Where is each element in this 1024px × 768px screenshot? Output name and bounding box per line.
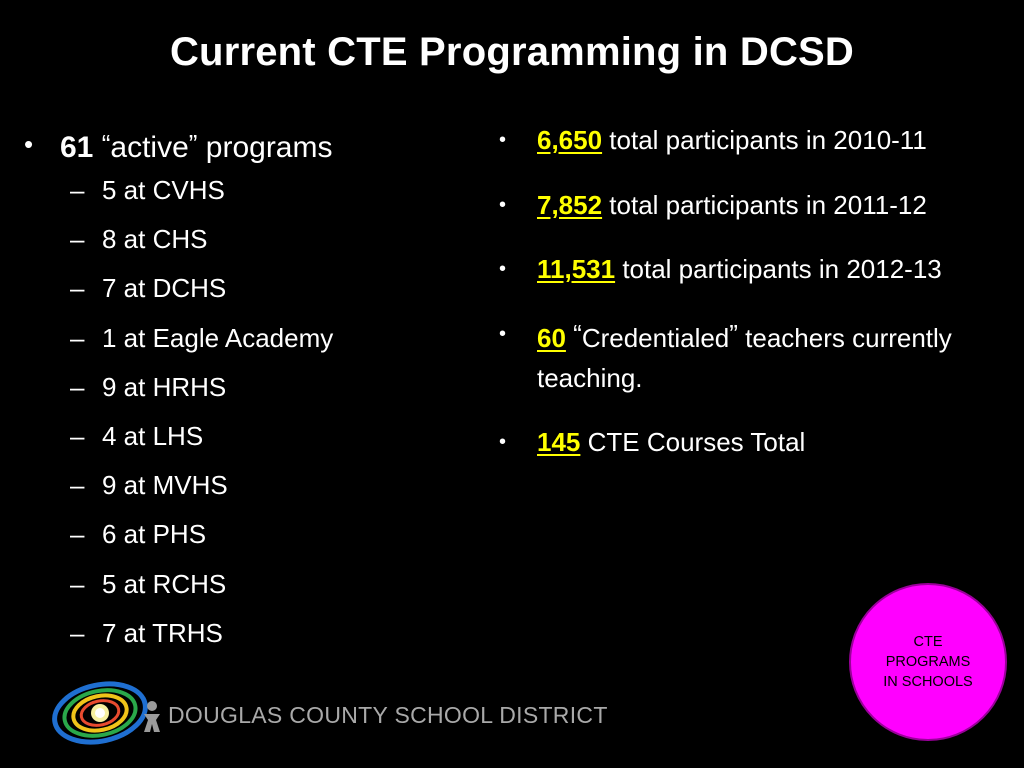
school-item-text: 4 at LHS	[102, 420, 204, 451]
open-quote: “	[101, 129, 111, 159]
close-quote: ”	[188, 129, 198, 159]
dash-icon: –	[70, 322, 85, 353]
bullet-icon: •	[499, 431, 507, 453]
bullet-icon: •	[499, 129, 507, 151]
stat-quoted-word: Credentialed	[581, 322, 730, 353]
list-item: –9 at HRHS	[22, 363, 462, 412]
stat-value: 7,852	[537, 189, 603, 220]
globe-swirl-icon	[52, 681, 148, 745]
open-quote: “	[573, 318, 582, 349]
list-item: –1 at Eagle Academy	[22, 314, 462, 363]
cte-programs-badge: CTE PROGRAMS IN SCHOOLS	[849, 583, 1007, 741]
list-item: • 60 “Credentialed” teachers currently t…	[497, 314, 1002, 398]
participation-stats-list: • 6,650 total participants in 2010-11 • …	[497, 120, 1002, 487]
list-item: –7 at DCHS	[22, 264, 462, 313]
list-item: • 7,852 total participants in 2011-12	[497, 185, 1002, 225]
list-item: • 11,531 total participants in 2012-13	[497, 249, 1002, 289]
bullet-icon: •	[499, 258, 507, 280]
stat-text: total participants in 2010-11	[602, 125, 927, 155]
dash-icon: –	[70, 470, 85, 501]
programs-count: 61	[60, 131, 94, 164]
school-item-text: 7 at DCHS	[102, 273, 227, 304]
close-quote: ”	[729, 318, 738, 349]
badge-text: CTE PROGRAMS IN SCHOOLS	[873, 632, 983, 692]
stat-value: 60	[537, 322, 566, 353]
dash-icon: –	[70, 420, 85, 451]
dash-icon: –	[70, 273, 85, 304]
stat-value: 145	[537, 427, 581, 457]
stat-value: 11,531	[537, 254, 616, 284]
district-name: DOUGLAS COUNTY SCHOOL DISTRICT	[168, 702, 608, 728]
programs-suffix: programs	[197, 131, 333, 164]
badge-line-3: IN SCHOOLS	[883, 674, 973, 690]
dash-icon: –	[70, 175, 85, 205]
list-item: –9 at MVHS	[22, 461, 462, 510]
person-icon	[144, 701, 160, 732]
list-item: –4 at LHS	[22, 412, 462, 461]
dash-icon: –	[70, 519, 85, 550]
dash-icon: –	[70, 617, 85, 648]
stat-text: total participants in 2012-13	[615, 254, 942, 284]
programs-total-item: • 61 “active” programs	[22, 122, 462, 166]
stat-text: teachers currently teaching.	[537, 322, 952, 393]
school-item-text: 8 at CHS	[102, 224, 208, 255]
list-item: –7 at TRHS	[22, 609, 462, 658]
slide-title: Current CTE Programming in DCSD	[169, 30, 855, 74]
stat-text: CTE Courses Total	[580, 427, 806, 457]
programs-quoted-word: active	[110, 131, 189, 164]
list-item: • 145 CTE Courses Total	[497, 422, 1002, 462]
bullet-icon: •	[499, 193, 507, 216]
list-item: –8 at CHS	[22, 215, 462, 264]
dash-icon: –	[70, 568, 85, 599]
school-item-text: 1 at Eagle Academy	[102, 322, 334, 353]
list-item: • 6,650 total participants in 2010-11	[497, 120, 1002, 160]
badge-line-1: CTE	[913, 634, 943, 650]
bullet-icon: •	[499, 322, 507, 345]
school-item-text: 5 at CVHS	[102, 175, 225, 205]
list-item: –5 at RCHS	[22, 560, 462, 609]
school-item-text: 7 at TRHS	[102, 617, 223, 648]
stat-value: 6,650	[537, 125, 603, 155]
list-item: –6 at PHS	[22, 510, 462, 559]
school-breakdown-list: –5 at CVHS –8 at CHS –7 at DCHS –1 at Ea…	[22, 166, 462, 658]
district-logo	[52, 681, 160, 745]
programs-list: • 61 “active” programs –5 at CVHS –8 at …	[22, 122, 462, 658]
badge-line-2: PROGRAMS	[885, 654, 971, 670]
school-item-text: 9 at MVHS	[102, 470, 228, 501]
school-item-text: 6 at PHS	[102, 519, 207, 550]
school-item-text: 5 at RCHS	[102, 568, 227, 599]
dash-icon: –	[70, 224, 85, 255]
list-item: –5 at CVHS	[22, 166, 462, 215]
bullet-icon: •	[24, 129, 34, 159]
dash-icon: –	[70, 371, 85, 402]
school-item-text: 9 at HRHS	[102, 371, 227, 402]
stat-text: total participants in 2011-12	[602, 189, 927, 220]
